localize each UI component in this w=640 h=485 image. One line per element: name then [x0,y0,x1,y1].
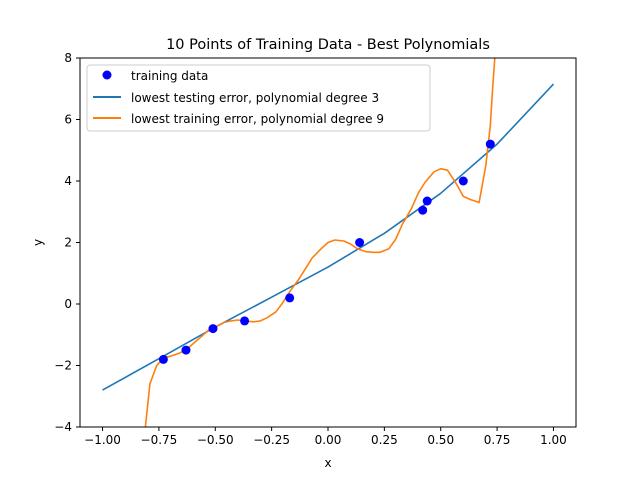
y-tick-label: 8 [64,51,72,65]
y-axis-label: y [31,239,45,246]
y-tick-label: 6 [64,113,72,127]
y-tick-label: −4 [54,420,72,434]
x-tick-label: 0.25 [371,433,398,447]
y-tick-label: 4 [64,174,72,188]
training-data-point [458,176,468,186]
training-data-point [208,324,218,334]
x-axis-label: x [324,456,331,470]
x-tick-label: −0.75 [141,433,178,447]
training-data-point [485,139,495,149]
training-data-point [355,238,365,247]
training-data-point [285,293,295,303]
legend: training data lowest testing error, poly… [86,64,431,132]
legend-label-degree-9: lowest training error, polynomial degree… [131,112,384,126]
y-tick-label: 0 [64,297,72,311]
degree-9-line [144,58,496,427]
y-tick-label: −2 [54,359,72,373]
legend-label-degree-3: lowest testing error, polynomial degree … [131,91,379,105]
chart-title: 10 Points of Training Data - Best Polyno… [166,37,490,53]
x-tick-label: 1.00 [540,433,567,447]
y-axis: −4 −2 0 2 4 6 8 [54,51,80,434]
legend-marker-training-data [102,70,112,80]
training-data-point [240,316,250,326]
legend-label-training-data: training data [131,69,208,83]
x-tick-label: 0.50 [427,433,454,447]
x-axis: −1.00 −0.75 −0.50 −0.25 0.00 0.25 0.50 0.75 1.00 [84,427,567,447]
x-tick-label: 0.75 [484,433,511,447]
x-tick-label: −0.50 [197,433,234,447]
x-tick-label: −1.00 [84,433,121,447]
x-tick-label: 0.00 [315,433,342,447]
x-tick-label: −0.25 [253,433,290,447]
plot-area [102,58,555,427]
y-tick-label: 2 [64,236,72,250]
plot-frame [79,57,577,428]
training-data-point [158,354,168,364]
training-data-point [181,345,191,355]
degree-3-line [102,83,555,391]
legend-box [86,64,431,132]
training-data-point [422,196,432,206]
training-data-point [418,205,428,215]
